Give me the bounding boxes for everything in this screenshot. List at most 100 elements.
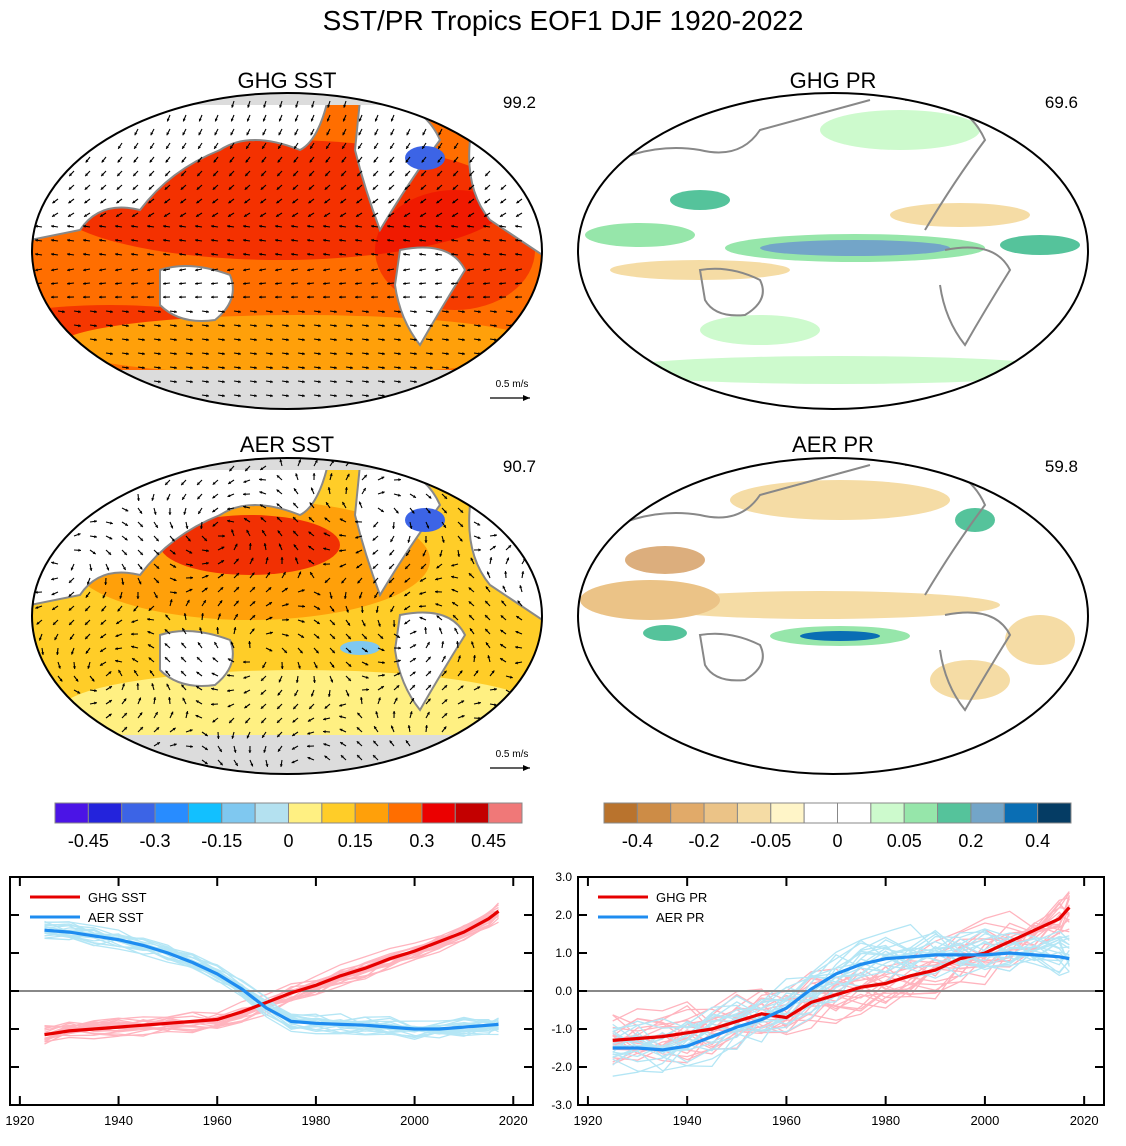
- wind-vector-head: [115, 281, 118, 286]
- wind-vector-head: [308, 200, 312, 204]
- wind-vector-head: [262, 118, 266, 122]
- wind-vector-head: [254, 366, 257, 370]
- wind-vector-head: [405, 159, 409, 163]
- wind-vector-head: [212, 509, 216, 513]
- wind-vector-head: [334, 380, 337, 384]
- wind-vector-head: [78, 548, 81, 552]
- wind-vector-head: [254, 352, 257, 356]
- wind-vector-head: [324, 579, 328, 583]
- wind-vector-head: [298, 459, 302, 463]
- wind-vector-head: [398, 478, 401, 482]
- wind-vector-head: [276, 186, 280, 190]
- series-line-aer-pr: [612, 951, 1070, 1052]
- wind-vector-head: [158, 380, 161, 384]
- wind-vector-head: [69, 636, 73, 640]
- wind-vector-head: [504, 571, 508, 574]
- wind-vector-head: [427, 656, 431, 660]
- colorbar-swatch: [187, 802, 223, 824]
- wind-vector-head: [133, 159, 137, 163]
- colorbar-swatch: [603, 802, 638, 824]
- wind-vector-head: [451, 563, 455, 567]
- wind-vector-head: [227, 507, 230, 511]
- wind-vector-head: [467, 238, 470, 242]
- wind-vector-head: [324, 200, 328, 204]
- wind-vector-head: [446, 366, 449, 370]
- wind-vector-head: [295, 473, 299, 477]
- wind-vector-head: [389, 740, 393, 744]
- colorbar-swatch: [803, 802, 839, 824]
- wind-vector-head: [340, 214, 344, 217]
- wind-vector-head: [308, 214, 312, 217]
- wind-vector-head: [147, 252, 150, 256]
- x-tick-label: 1920: [5, 1113, 34, 1128]
- wind-vector-head: [293, 502, 297, 506]
- wind-vector-head: [382, 310, 385, 314]
- wind-vector-head: [59, 678, 63, 682]
- wind-vector-head: [94, 689, 97, 693]
- wind-vector-head: [403, 224, 406, 228]
- wind-vector-head: [398, 324, 401, 328]
- colorbar-swatch: [837, 802, 872, 824]
- wind-vector-head: [382, 338, 385, 342]
- wind-vector-head: [221, 546, 225, 550]
- wind-vector-head: [116, 621, 120, 624]
- colorbar-tick-label: 0.4: [1025, 831, 1050, 851]
- wind-vector-head: [484, 214, 488, 217]
- wind-vector-head: [108, 551, 112, 555]
- map-pct-aer-sst: 90.7: [503, 457, 536, 476]
- wind-vector-head: [277, 748, 281, 752]
- wind-vector-head: [227, 673, 230, 678]
- wind-vector-head: [196, 214, 200, 217]
- wind-vector-head: [412, 495, 416, 498]
- wind-vector-head: [446, 310, 449, 314]
- wind-vector-head: [195, 714, 199, 718]
- x-tick-label: 1980: [301, 1113, 330, 1128]
- wind-vector-head: [451, 588, 455, 592]
- wind-vector-head: [196, 671, 200, 675]
- wind-vector-head: [307, 718, 311, 722]
- wind-vector-head: [132, 214, 136, 217]
- wind-vector-head: [156, 742, 160, 745]
- wind-vector-head: [116, 186, 120, 190]
- wind-vector-head: [389, 552, 393, 556]
- wind-vector-head: [179, 281, 182, 286]
- wind-vector-head: [340, 200, 344, 204]
- colorbar-swatch: [454, 802, 490, 824]
- wind-vector-head: [155, 538, 159, 542]
- wind-vector-head: [317, 592, 321, 596]
- wind-vector-head: [494, 703, 497, 707]
- wind-vector-head: [262, 530, 265, 534]
- wind-vector-head: [195, 252, 198, 256]
- wind-vector-head: [252, 615, 256, 619]
- wind-vector-head: [181, 173, 185, 177]
- wind-vector-head: [190, 744, 193, 749]
- wind-vector-head: [357, 159, 361, 163]
- wind-vector-head: [515, 268, 518, 272]
- wind-vector-head: [373, 159, 377, 163]
- wind-vector-head: [409, 711, 413, 715]
- wind-vector-head: [211, 252, 214, 256]
- wind-vector-head: [251, 628, 255, 632]
- wind-vector-head: [222, 338, 225, 342]
- wind-vector-head: [94, 519, 97, 523]
- wind-vector-head: [51, 561, 55, 565]
- wind-vector-head: [99, 281, 102, 286]
- wind-vector-head: [515, 630, 519, 634]
- wind-vector-head: [500, 658, 504, 661]
- wind-vector-head: [467, 224, 470, 228]
- wind-vector-head: [214, 641, 218, 645]
- wind-vector-head: [462, 310, 465, 314]
- wind-vector-head: [173, 578, 177, 582]
- wind-vector-head: [323, 224, 326, 228]
- wind-vector-head: [174, 591, 177, 595]
- wind-vector-head: [297, 665, 301, 669]
- wind-vector-head: [179, 295, 182, 299]
- wind-vector-head: [148, 186, 152, 190]
- wind-vector-head: [389, 580, 392, 583]
- wind-vector-head: [342, 145, 345, 149]
- wind-vector-head: [139, 712, 143, 716]
- wind-vectors-aer: [34, 459, 527, 768]
- wind-vector-head: [259, 281, 262, 286]
- wind-vector-head: [366, 380, 369, 384]
- wind-vector-head: [302, 324, 305, 328]
